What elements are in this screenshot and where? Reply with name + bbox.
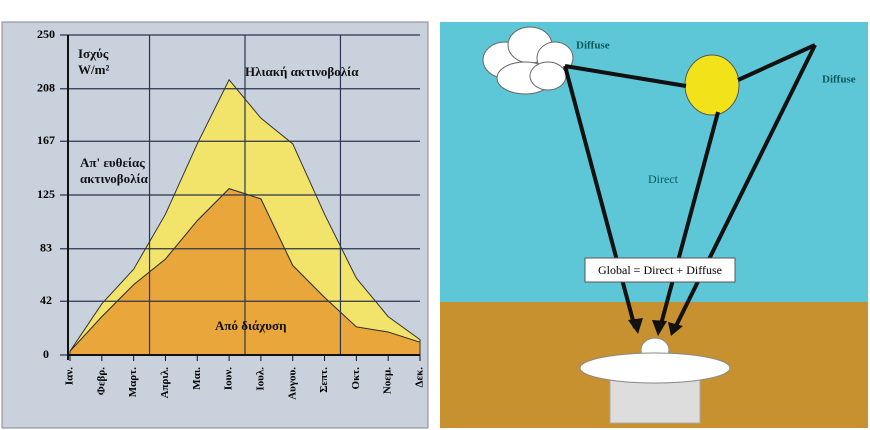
arrowheads [628, 318, 683, 336]
x-tick-label: Αυγου. [286, 367, 298, 400]
x-tick-label: Οκτ. [350, 367, 362, 390]
x-tick-label: Ιουν. [223, 367, 235, 390]
annotation: Ηλιακή ακτινοβολία [245, 64, 359, 79]
direct-label: Direct [648, 172, 679, 186]
diffuse-label: Diffuse [822, 74, 856, 86]
sun [684, 54, 740, 116]
x-tick-label: Νοεμ. [382, 367, 394, 394]
x-tick-label: Φεβρ. [95, 367, 107, 396]
global-label: Global = Direct + Diffuse [598, 263, 722, 277]
x-tick-label: Μαι. [191, 367, 203, 390]
y-tick-label: 0 [43, 347, 49, 361]
x-tick-label: Απριλ. [159, 367, 171, 399]
series-label: Από διάχυση [215, 318, 287, 333]
y-tick-label: 208 [37, 81, 55, 95]
y-tick-label: 167 [37, 133, 55, 147]
global-box [584, 257, 736, 283]
x-tick-label: Ιαν. [64, 367, 76, 385]
sensor-disk [579, 352, 731, 384]
x-tick-label: Σεπτ. [318, 367, 330, 393]
x-tick-label: Ιουλ. [254, 367, 266, 391]
y-tick-label: 83 [40, 241, 52, 255]
y-tick-label: 250 [37, 27, 55, 41]
diffuse-label: Diffuse [576, 40, 610, 52]
x-tick-label: Δεκ. [414, 367, 426, 388]
y-axis-label: Ισχύς W/m² [78, 46, 110, 77]
y-tick-label: 125 [37, 187, 55, 201]
x-tick-label: Μαρτ. [127, 367, 139, 397]
cloud [482, 26, 574, 95]
y-tick-label: 42 [40, 293, 52, 307]
series-label: Απ' ευθείας ακτινοβολία [80, 155, 148, 186]
area [69, 78, 421, 352]
